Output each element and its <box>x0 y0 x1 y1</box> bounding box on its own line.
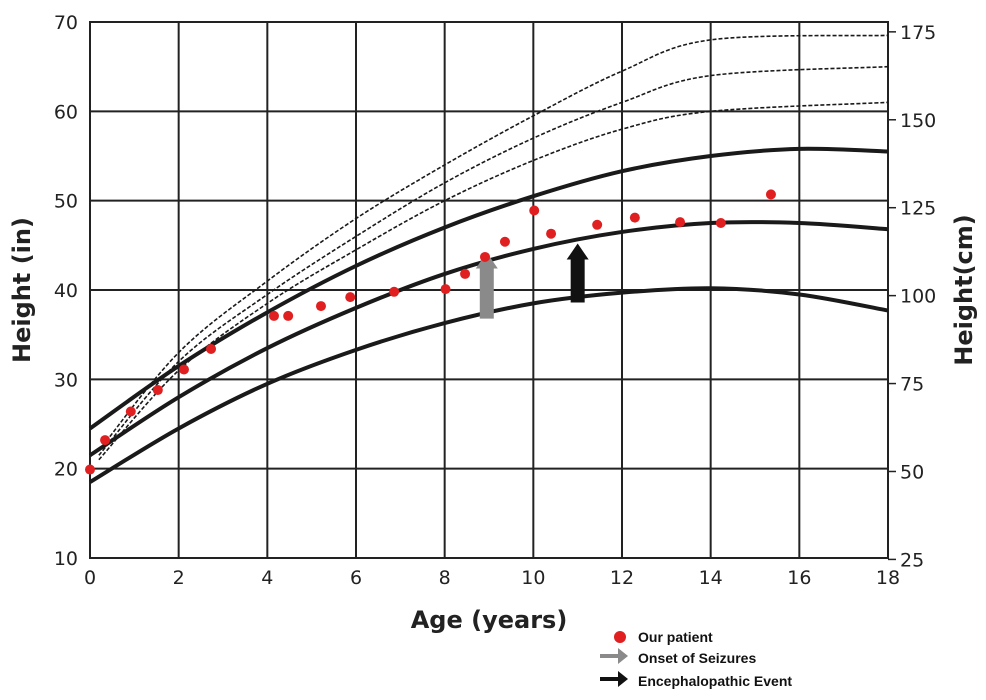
patient-data-point <box>152 385 163 396</box>
patient-data-point <box>715 218 726 228</box>
encephalopathic-event-arrow-icon <box>566 243 589 303</box>
patient-data-point <box>499 236 510 247</box>
seizure-onset-arrow-icon <box>475 252 498 319</box>
y-right-tick-label: 50 <box>900 461 924 483</box>
patient-data-point <box>592 219 603 230</box>
x-tick-label: 12 <box>610 567 634 589</box>
patient-data-point <box>345 292 356 303</box>
x-tick-label: 8 <box>439 567 451 589</box>
patient-data-point <box>675 217 686 228</box>
x-tick-label: 2 <box>173 567 185 589</box>
y-tick-label: 40 <box>54 280 78 302</box>
legend: Our patient Onset of Seizures Encephalop… <box>600 629 792 689</box>
y-tick-label: 30 <box>54 369 78 391</box>
x-tick-label: 16 <box>787 567 811 589</box>
patient-data-point <box>178 364 189 375</box>
x-tick-label: 4 <box>261 567 273 589</box>
legend-patient-marker <box>614 631 626 643</box>
event-arrows <box>475 243 589 319</box>
x-tick-label: 6 <box>350 567 362 589</box>
legend-gray-arrow-icon <box>600 648 628 664</box>
x-tick-label: 18 <box>876 567 900 589</box>
solid-growth-curve <box>88 146 889 431</box>
y-right-tick-label: 125 <box>900 198 936 220</box>
patient-data-point <box>268 310 279 321</box>
dashed-growth-curve <box>98 101 889 461</box>
patient-data-point <box>480 251 491 262</box>
y-axis-label: Height (in) <box>8 217 36 363</box>
y-right-tick-label: 25 <box>900 549 924 571</box>
x-tick-label: 10 <box>521 567 545 589</box>
patient-data-point <box>283 310 294 321</box>
tick-labels: 0 2 4 6 8 10 12 14 16 18 10 20 30 40 50 60 70 25 50 75 100 12… <box>54 12 936 589</box>
patient-data-point <box>206 343 217 354</box>
y-tick-label: 70 <box>54 12 78 34</box>
patient-data-point <box>389 286 400 297</box>
y-right-tick-label: 100 <box>900 286 936 308</box>
x-tick-label: 14 <box>699 567 723 589</box>
legend-label-patient: Our patient <box>638 629 713 645</box>
legend-black-arrow-icon <box>600 671 628 687</box>
y-tick-label: 50 <box>54 191 78 213</box>
legend-label-encephalopathic: Encephalopathic Event <box>638 673 792 689</box>
patient-points <box>85 189 776 475</box>
patient-data-point <box>629 212 640 223</box>
patient-data-point <box>765 189 776 200</box>
y-right-tick-label: 150 <box>900 110 936 132</box>
y-right-tick-label: 175 <box>900 22 936 44</box>
patient-data-point <box>315 301 326 312</box>
x-tick-label: 0 <box>84 567 96 589</box>
y-tick-label: 10 <box>54 548 78 570</box>
dashed-growth-curve <box>98 65 889 456</box>
patient-data-point <box>460 268 471 279</box>
grid <box>89 21 896 561</box>
y-tick-label: 20 <box>54 459 78 481</box>
x-axis-label: Age (years) <box>411 606 568 634</box>
patient-data-point <box>546 228 557 239</box>
patient-data-point <box>529 205 540 216</box>
patient-data-point <box>125 406 136 417</box>
patient-data-point <box>85 464 95 475</box>
y-tick-label: 60 <box>54 101 78 123</box>
y-right-axis-label: Height(cm) <box>950 214 978 366</box>
dashed-growth-curve <box>98 34 889 452</box>
patient-data-point <box>100 435 111 446</box>
y-right-tick-label: 75 <box>900 374 924 396</box>
patient-data-point <box>440 284 451 295</box>
legend-label-seizures: Onset of Seizures <box>638 650 756 666</box>
